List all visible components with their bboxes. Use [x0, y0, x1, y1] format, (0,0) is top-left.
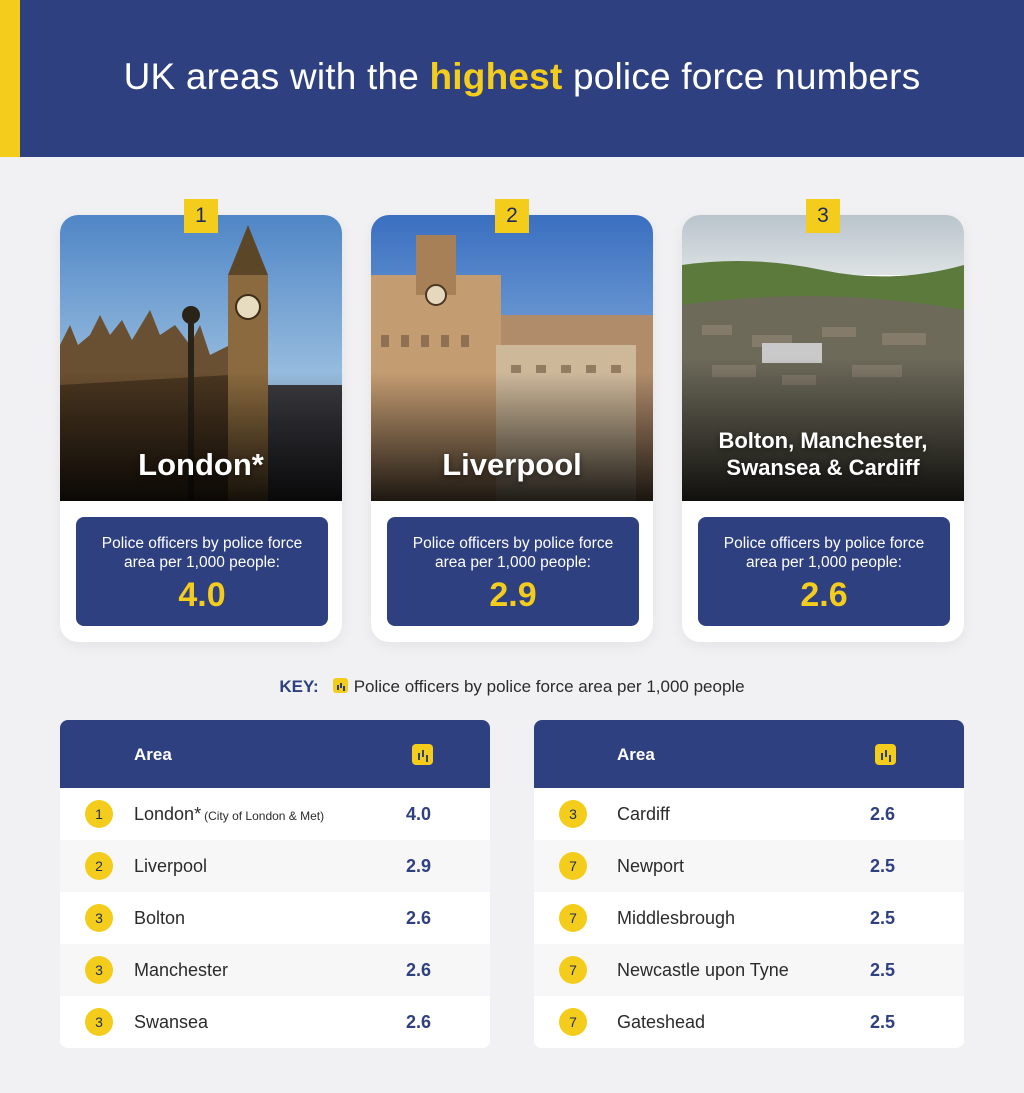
rank-card-2: 2 Liverpool Police o [371, 199, 653, 642]
stat-box-2: Police officers by police force area per… [387, 517, 639, 626]
area-value: 2.6 [406, 908, 432, 928]
key-legend: KEY: Police officers by police force area… [0, 677, 1024, 697]
table-header: Area [534, 720, 964, 788]
liverpool-photo: Liverpool [371, 215, 653, 501]
rank-circle: 3 [85, 904, 113, 932]
column-header-area: Area [134, 745, 172, 764]
area-name: Cardiff [617, 804, 670, 824]
stat-box-1: Police officers by police force area per… [76, 517, 328, 626]
rank-circle: 1 [85, 800, 113, 828]
title-highlight: highest [429, 56, 563, 97]
area-name: Newport [617, 856, 685, 876]
area-value: 2.5 [870, 1012, 896, 1032]
bar-chart-icon [412, 744, 433, 765]
area-value: 2.5 [870, 960, 896, 980]
area-value: 2.6 [406, 960, 432, 980]
stat-label: Police officers by police force area per… [412, 535, 614, 571]
area-value: 2.5 [870, 856, 896, 876]
area-value: 2.5 [870, 908, 896, 928]
area-name: Manchester [134, 960, 229, 980]
area-value: 2.6 [870, 804, 896, 824]
area-name: Gateshead [617, 1012, 706, 1032]
card-name-london: London* [138, 447, 264, 482]
card-name-line-1: Bolton, Manchester, [718, 428, 928, 453]
rank-badge-1: 1 [184, 199, 218, 233]
title-after: police force numbers [562, 56, 921, 97]
table-row: 3 Swansea 2.6 [60, 996, 490, 1048]
stat-box-3: Police officers by police force area per… [698, 517, 950, 626]
rank-badge-2: 2 [495, 199, 529, 233]
table-row: 2 Liverpool 2.9 [60, 840, 490, 892]
town-aerial-photo: Bolton, Manchester, Swansea & Cardiff [682, 215, 964, 501]
area-value: 2.9 [406, 856, 432, 876]
rank-circle: 7 [559, 956, 587, 984]
header-accent-stripe [0, 0, 20, 157]
stat-value: 2.6 [800, 576, 848, 614]
area-name: Liverpool [134, 856, 208, 876]
stat-value: 2.9 [489, 576, 537, 614]
stat-label: Police officers by police force area per… [101, 535, 303, 571]
page-title: UK areas with the highest police force n… [20, 56, 1024, 98]
table-row: 3 Bolton 2.6 [60, 892, 490, 944]
ranking-table-left: Area 1 London* (City of London & Met) 4.0… [60, 720, 490, 1048]
area-name: Swansea [134, 1012, 209, 1032]
area-name: Bolton [134, 908, 186, 928]
rank-circle: 7 [559, 904, 587, 932]
rank-circle: 7 [559, 852, 587, 880]
rank-circle: 2 [85, 852, 113, 880]
rank-card-3: 3 Bolton, Manchester, Swansea & [682, 199, 964, 642]
table-row: 7 Gateshead 2.5 [534, 996, 964, 1048]
card-name-bolton-group: Bolton, Manchester, Swansea & Cardiff [682, 427, 964, 481]
table-row: 7 Newport 2.5 [534, 840, 964, 892]
rank-circle: 3 [85, 1008, 113, 1036]
stat-value: 4.0 [178, 576, 226, 614]
ranking-table-right: Area 3 Cardiff 2.6 7 Newport 2.5 7 Middl… [534, 720, 964, 1048]
table-row: 3 Manchester 2.6 [60, 944, 490, 996]
table-row: 7 Newcastle upon Tyne 2.5 [534, 944, 964, 996]
rank-circle: 3 [85, 956, 113, 984]
rank-circle: 7 [559, 1008, 587, 1036]
area-value: 4.0 [406, 804, 432, 824]
bar-chart-icon [875, 744, 896, 765]
key-label: KEY: [279, 677, 319, 696]
bar-chart-icon [332, 678, 348, 693]
area-name: Newcastle upon Tyne [617, 960, 789, 980]
stat-label: Police officers by police force area per… [723, 535, 925, 571]
table-row: 7 Middlesbrough 2.5 [534, 892, 964, 944]
area-value: 2.6 [406, 1012, 432, 1032]
header-banner: UK areas with the highest police force n… [0, 0, 1024, 157]
card-name-line-2: Swansea & Cardiff [726, 455, 920, 480]
area-name: Middlesbrough [617, 908, 736, 928]
rank-badge-3: 3 [806, 199, 840, 233]
table-row: 3 Cardiff 2.6 [534, 788, 964, 840]
rank-circle: 3 [559, 800, 587, 828]
area-name: London* (City of London & Met) [134, 804, 324, 825]
table-header: Area [60, 720, 490, 788]
title-before: UK areas with the [123, 56, 430, 97]
area-name-text: London* [134, 804, 202, 824]
london-photo: London* [60, 215, 342, 501]
card-name-liverpool: Liverpool [442, 447, 582, 482]
area-note: (City of London & Met) [204, 809, 325, 823]
key-text: Police officers by police force area per… [353, 677, 745, 696]
rank-card-1: 1 London* Police officers by po [60, 199, 342, 642]
column-header-area: Area [617, 745, 655, 764]
table-row: 1 London* (City of London & Met) 4.0 [60, 788, 490, 840]
